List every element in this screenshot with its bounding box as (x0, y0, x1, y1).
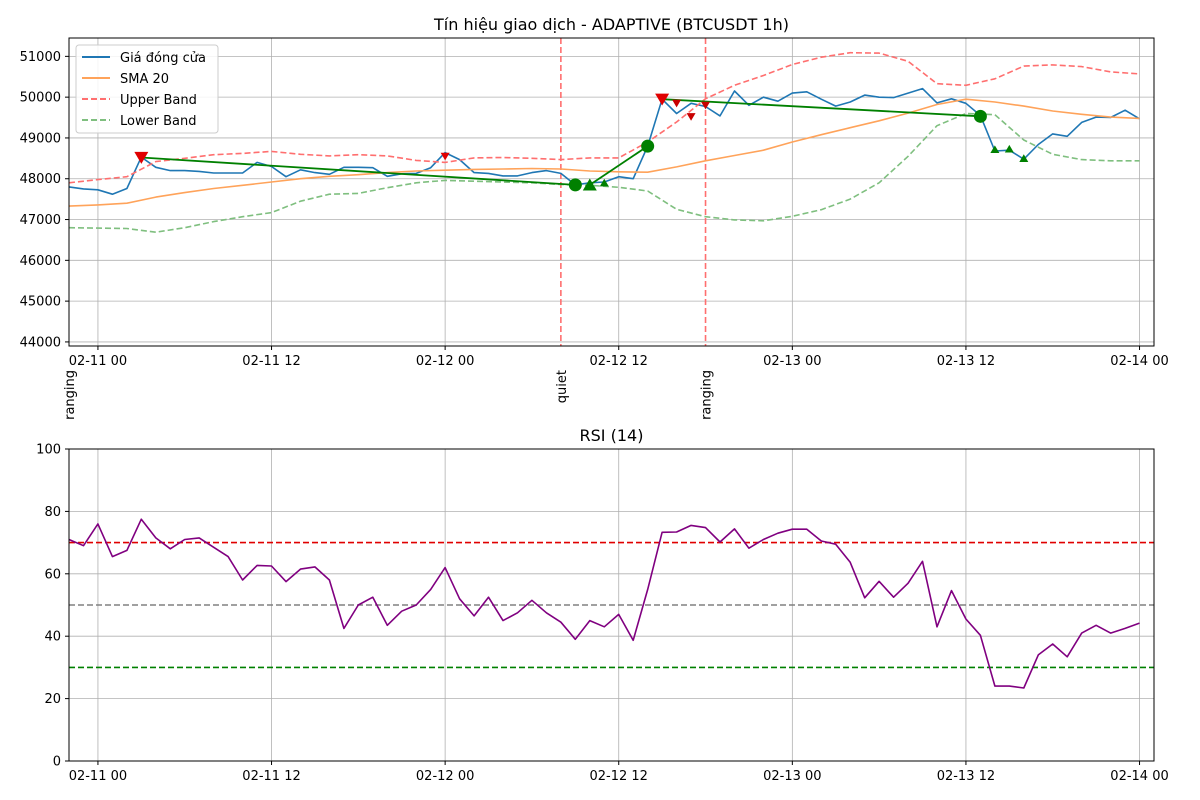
x-tick-label: 02-11 00 (69, 769, 127, 784)
series-line-5 (589, 145, 649, 186)
signal-circle-marker (568, 178, 582, 192)
buy-signal-marker (1019, 154, 1029, 162)
regime-label: ranging (700, 370, 715, 420)
price-plot-area (69, 38, 1154, 346)
buy-signal-marker (582, 178, 597, 191)
buy-signal-marker (990, 145, 1000, 153)
y-tick-label: 51000 (20, 50, 61, 65)
sell-signal-marker (701, 101, 711, 110)
signal-circle-marker (641, 139, 655, 153)
series-line-4 (141, 156, 576, 186)
y-tick-label: 44000 (20, 335, 61, 350)
x-tick-label: 02-12 00 (416, 354, 474, 369)
x-tick-label: 02-11 00 (69, 354, 127, 369)
legend: Giá đóng cửa SMA 20 Upper Band Lower Ban… (75, 44, 219, 134)
y-tick-label: 46000 (20, 254, 61, 269)
series-line-1 (68, 98, 1140, 207)
price-chart-title: Tín hiệu giao dịch - ADAPTIVE (BTCUSDT 1… (433, 15, 789, 34)
x-tick-label: 02-12 12 (590, 769, 648, 784)
x-tick-label: 02-11 12 (242, 769, 300, 784)
rsi-chart-title: RSI (14) (580, 426, 644, 445)
signal-circle-marker (973, 109, 987, 123)
x-tick-label: 02-11 12 (242, 354, 300, 369)
buy-signal-marker (599, 178, 609, 187)
rsi-plot-border (68, 448, 1155, 762)
x-tick-label: 02-13 12 (937, 354, 995, 369)
y-tick-label: 60 (44, 567, 61, 582)
y-tick-label: 45000 (20, 295, 61, 310)
series-line-6 (662, 98, 981, 118)
x-tick-label: 02-13 12 (937, 769, 995, 784)
sell-signal-marker (440, 152, 450, 161)
regime-label: quiet (555, 370, 570, 403)
y-tick-label: 80 (44, 505, 61, 520)
y-tick-label: 0 (53, 755, 61, 770)
legend-label-upper: Upper Band (120, 93, 197, 108)
legend-label-sma: SMA 20 (120, 72, 169, 87)
sell-signal-marker (655, 93, 670, 106)
price-plot-border (68, 37, 1155, 347)
x-tick-label: 02-12 00 (416, 769, 474, 784)
x-tick-label: 02-14 00 (1110, 769, 1168, 784)
sell-signal-marker (672, 99, 682, 108)
y-tick-label: 50000 (20, 91, 61, 106)
y-tick-label: 40 (44, 630, 61, 645)
sell-signal-marker (134, 151, 149, 164)
x-tick-label: 02-12 12 (590, 354, 648, 369)
price-panel: Tín hiệu giao dịch - ADAPTIVE (BTCUSDT 1… (20, 15, 1169, 420)
legend-label-close: Giá đóng cửa (120, 51, 206, 66)
x-tick-label: 02-14 00 (1110, 354, 1168, 369)
legend-box (75, 44, 219, 134)
x-tick-label: 02-13 00 (763, 354, 821, 369)
y-tick-label: 49000 (20, 131, 61, 146)
y-tick-label: 100 (36, 443, 61, 458)
y-tick-label: 48000 (20, 172, 61, 187)
y-tick-label: 20 (44, 692, 61, 707)
y-tick-label: 47000 (20, 213, 61, 228)
series-line-0 (68, 518, 1140, 689)
rsi-panel: RSI (14) 0 20 40 60 80 100 02-11 00 02-11 12 02… (36, 426, 1169, 784)
x-tick-label: 02-13 00 (763, 769, 821, 784)
regime-label: ranging (63, 370, 78, 420)
series-line-2 (68, 51, 1140, 184)
legend-label-lower: Lower Band (120, 114, 196, 129)
buy-signal-marker (1004, 144, 1014, 153)
sell-signal-marker (686, 113, 696, 121)
